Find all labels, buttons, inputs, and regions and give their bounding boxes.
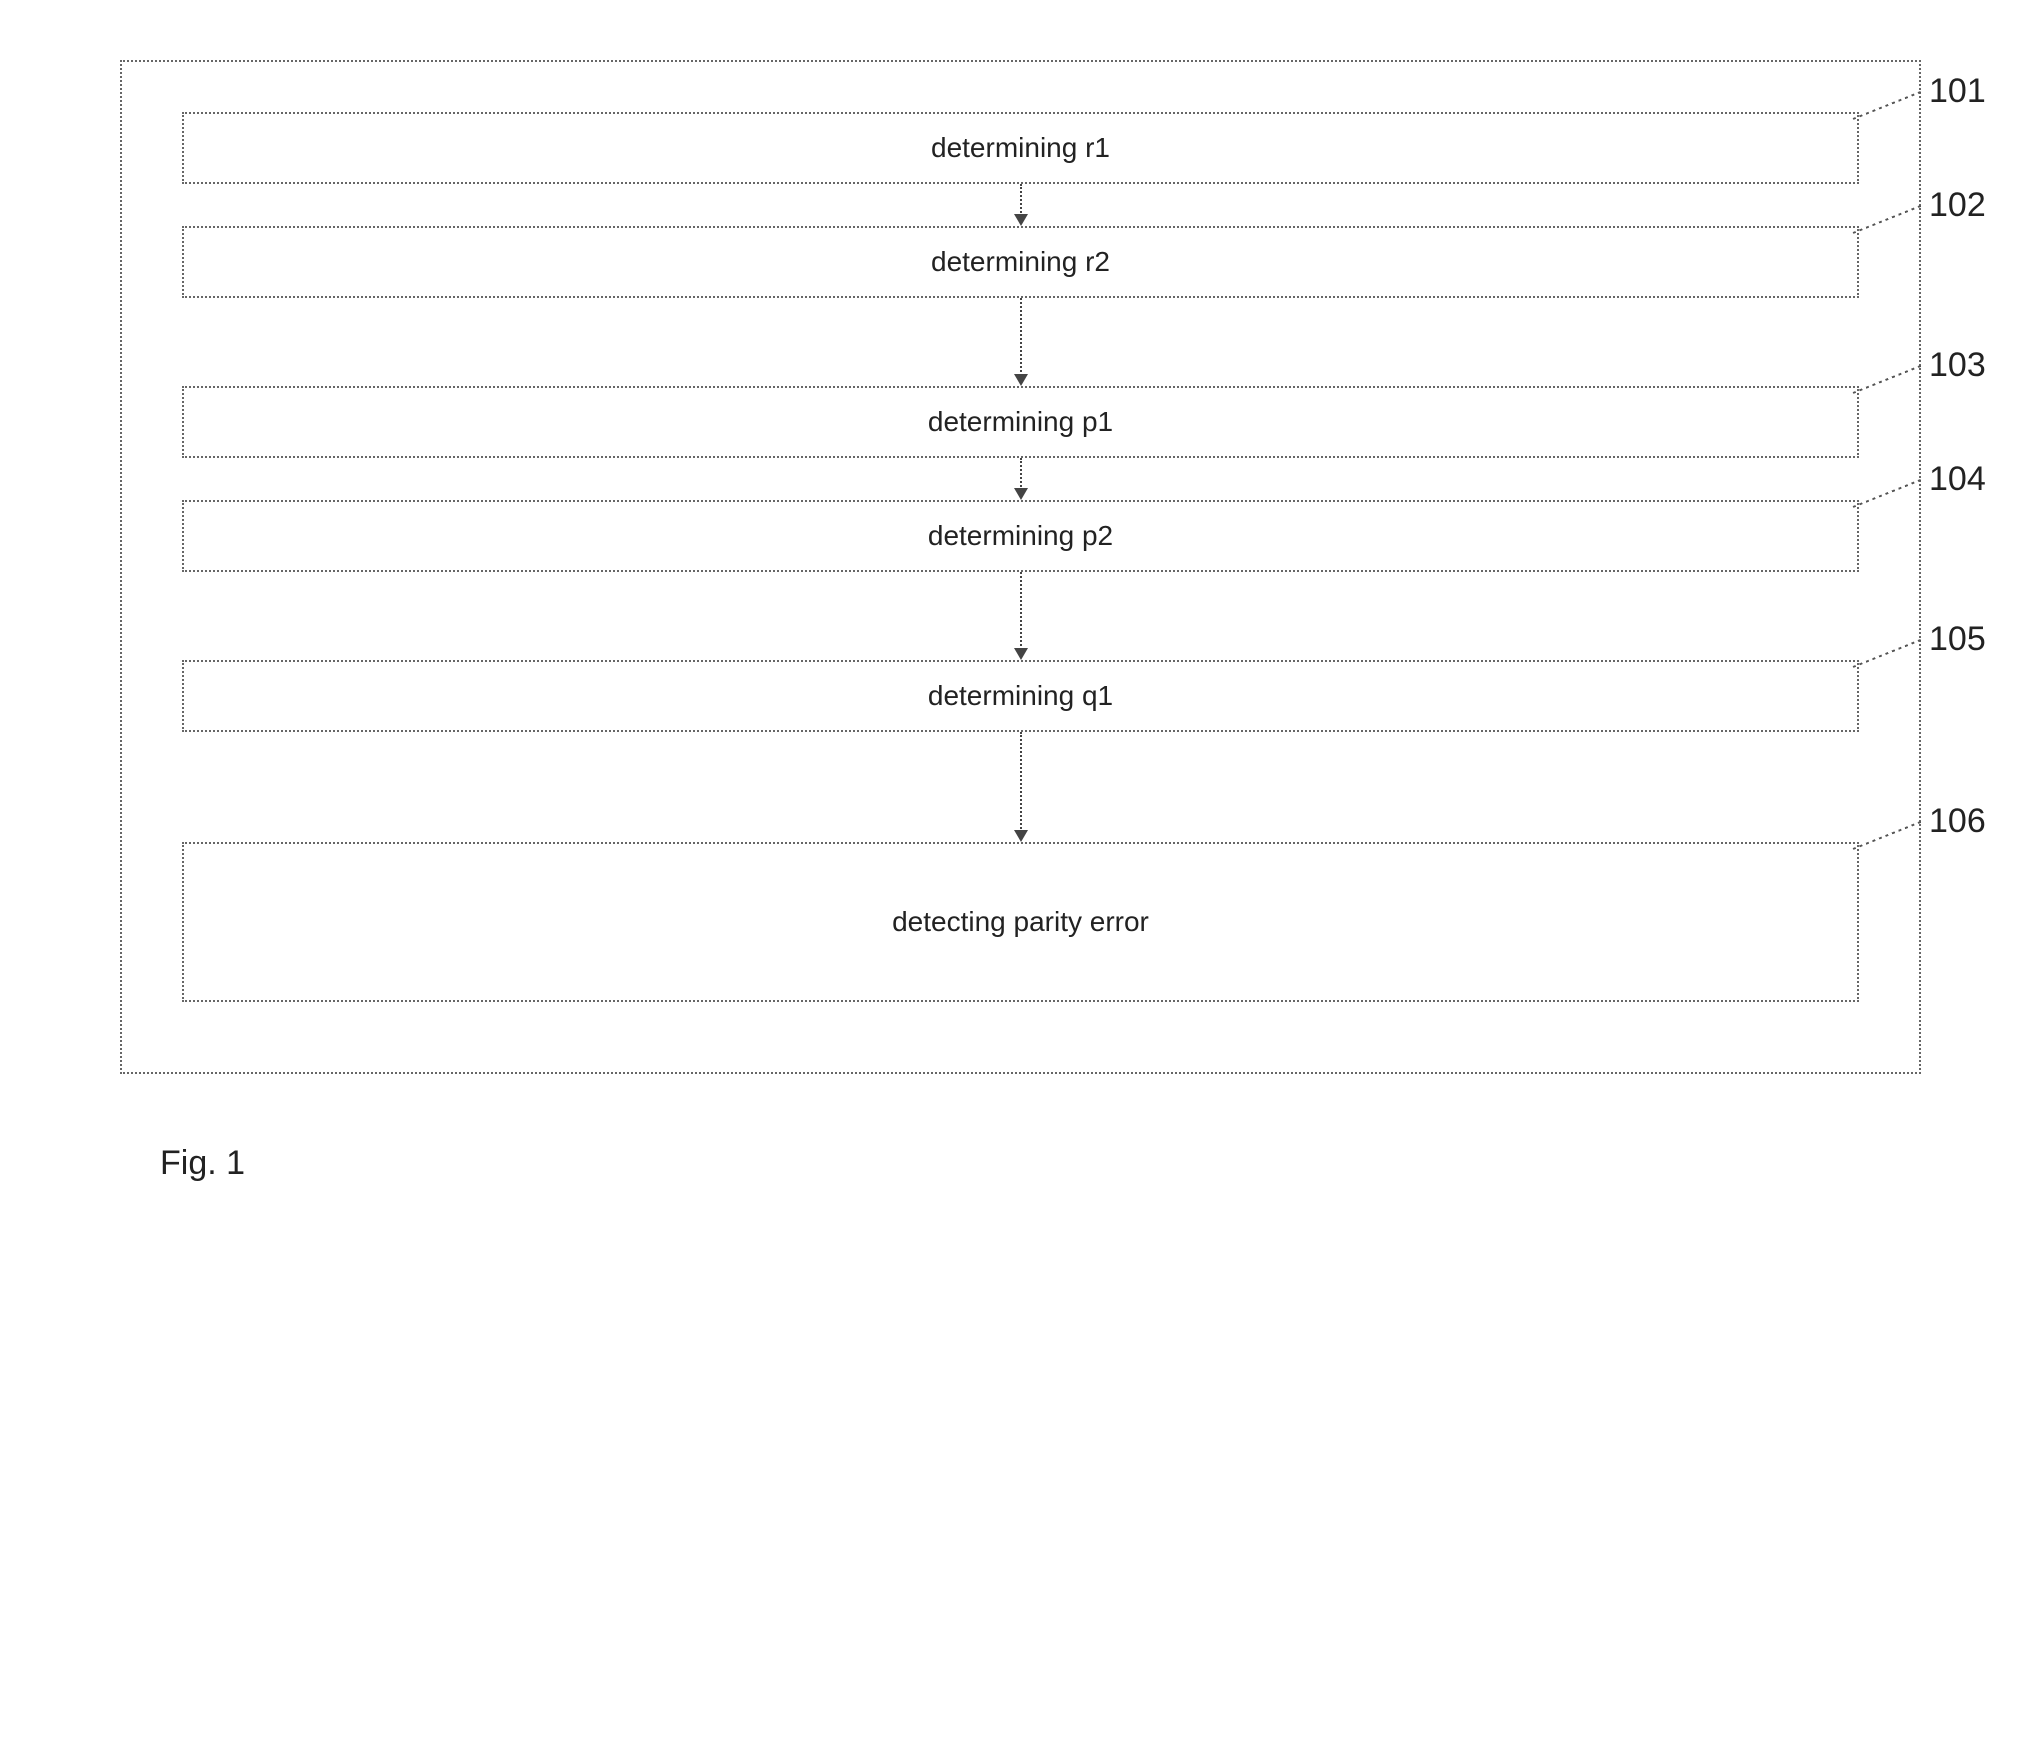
diagram-container: determining r1 determining r2 determining … — [120, 60, 1921, 1183]
flow-step-label: determining p2 — [928, 520, 1113, 552]
flow-step-label: determining p1 — [928, 406, 1113, 438]
flow-step: detecting parity error — [182, 842, 1859, 1002]
reference-number: 103 — [1929, 346, 1986, 385]
flow-arrow — [1014, 298, 1028, 386]
reference-number: 104 — [1929, 460, 1986, 499]
flow-step-label: determining q1 — [928, 680, 1113, 712]
reference-number: 106 — [1929, 802, 1986, 841]
flow-step: determining p1 — [182, 386, 1859, 458]
flow-step: determining p2 — [182, 500, 1859, 572]
flow-arrow — [1014, 732, 1028, 842]
flow-step: determining q1 — [182, 660, 1859, 732]
flow-arrow — [1014, 458, 1028, 500]
flow-step-label: detecting parity error — [892, 906, 1149, 938]
reference-number: 101 — [1929, 72, 1986, 111]
flow-step-label: determining r1 — [931, 132, 1110, 164]
flow-step: determining r2 — [182, 226, 1859, 298]
flow-column: determining r1 determining r2 determining … — [182, 112, 1859, 1002]
flow-step: determining r1 — [182, 112, 1859, 184]
flow-arrow — [1014, 572, 1028, 660]
reference-number: 105 — [1929, 620, 1986, 659]
flow-step-label: determining r2 — [931, 246, 1110, 278]
flow-arrow — [1014, 184, 1028, 226]
flowchart-outer-box: determining r1 determining r2 determining … — [120, 60, 1921, 1074]
reference-number: 102 — [1929, 186, 1986, 225]
figure-caption: Fig. 1 — [160, 1144, 1921, 1183]
